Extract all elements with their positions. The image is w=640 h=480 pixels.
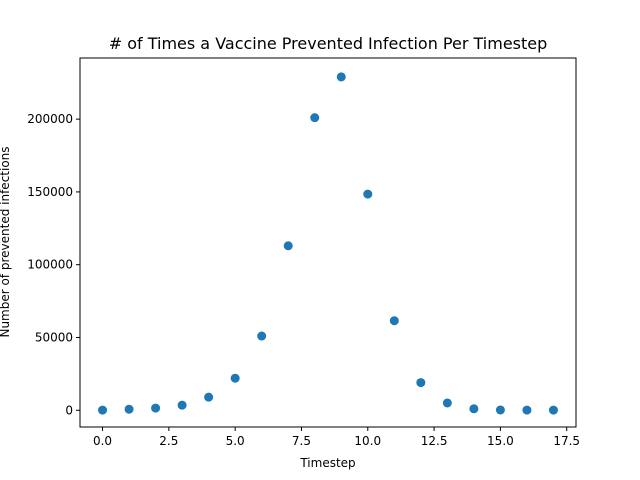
data-point <box>469 404 479 414</box>
data-point <box>442 398 452 408</box>
x-tick-label: 7.5 <box>292 434 311 448</box>
y-tick-label: 150000 <box>27 185 73 199</box>
x-tick-label: 12.5 <box>421 434 448 448</box>
data-point <box>230 373 240 383</box>
data-point <box>336 72 346 82</box>
plot-frame <box>79 57 577 428</box>
y-tick-label: 200000 <box>27 112 73 126</box>
x-axis-label: Timestep <box>299 456 355 470</box>
data-point <box>416 378 426 388</box>
data-point <box>310 113 320 123</box>
data-point <box>522 405 532 415</box>
data-point <box>363 189 373 199</box>
y-tick-label: 50000 <box>35 330 73 344</box>
chart-title: # of Times a Vaccine Prevented Infection… <box>109 34 548 53</box>
data-point <box>177 400 187 410</box>
data-point <box>389 316 399 326</box>
x-tick-label: 10.0 <box>354 434 381 448</box>
data-point <box>124 404 134 414</box>
x-tick-label: 2.5 <box>159 434 178 448</box>
y-tick-label: 0 <box>65 403 73 417</box>
x-tick-label: 0.0 <box>93 434 112 448</box>
data-point <box>283 241 293 251</box>
y-axis-ticks: 0 50000 100000 150000 200000 <box>27 112 80 417</box>
x-axis-ticks: 0.0 2.5 5.0 7.5 10.0 12.5 15.0 17.5 <box>93 427 580 448</box>
y-tick-label: 100000 <box>27 258 73 272</box>
data-point <box>98 405 108 415</box>
scatter-points <box>98 72 558 415</box>
data-point <box>548 405 558 415</box>
data-point <box>495 405 505 415</box>
data-point <box>204 392 214 402</box>
x-tick-label: 5.0 <box>226 434 245 448</box>
data-point <box>257 331 267 341</box>
data-point <box>151 403 161 413</box>
x-tick-label: 15.0 <box>487 434 514 448</box>
x-tick-label: 17.5 <box>553 434 580 448</box>
y-axis-label: Number of prevented infections <box>0 146 12 337</box>
